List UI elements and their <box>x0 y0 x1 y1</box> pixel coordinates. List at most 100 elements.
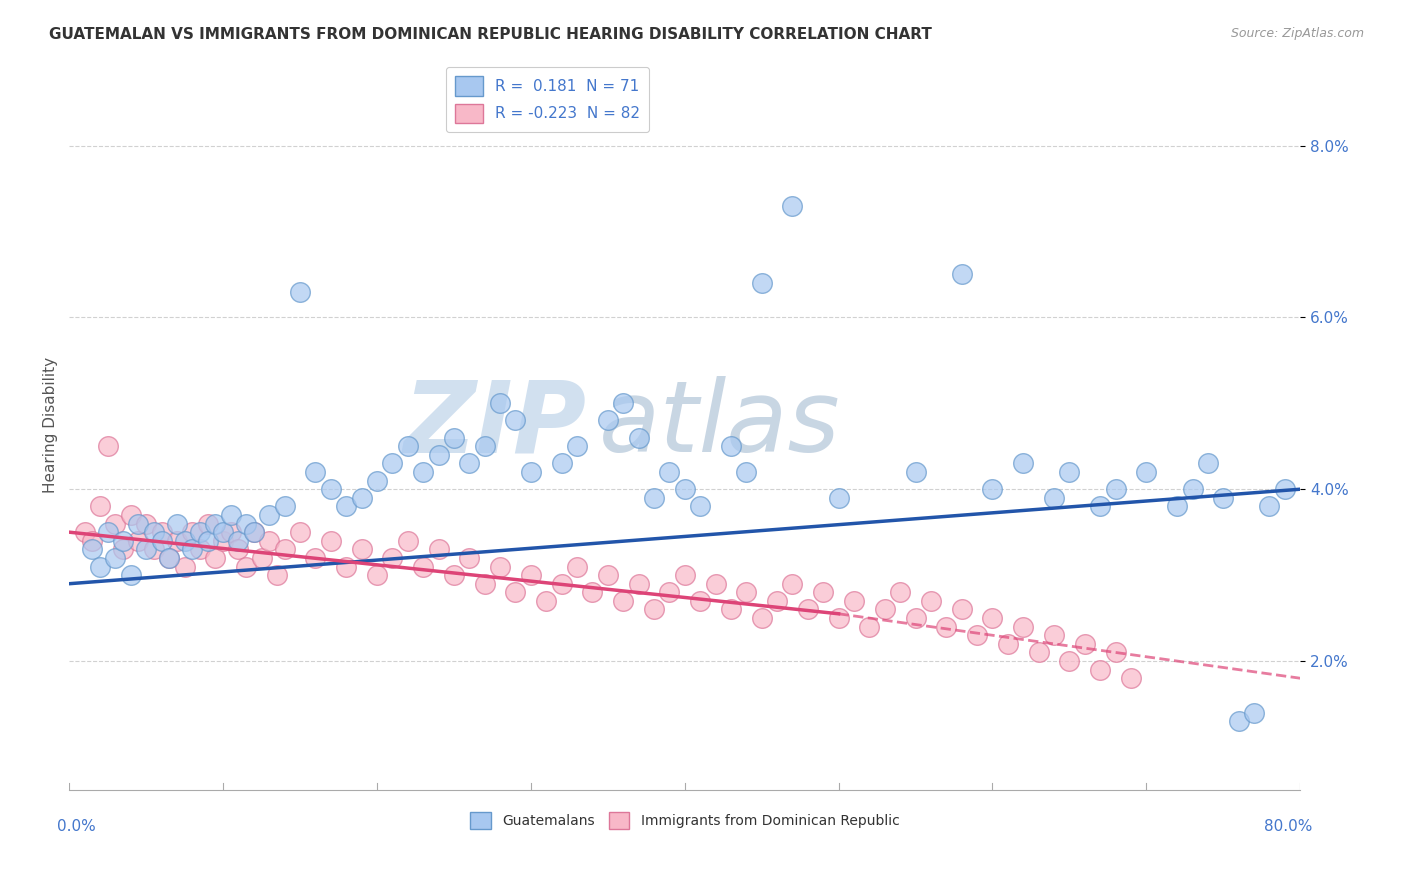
Text: ZIP: ZIP <box>404 376 586 474</box>
Point <box>304 465 326 479</box>
Point <box>319 482 342 496</box>
Point <box>827 491 849 505</box>
Point <box>904 465 927 479</box>
Point <box>1197 457 1219 471</box>
Y-axis label: Hearing Disability: Hearing Disability <box>44 357 58 492</box>
Point <box>735 465 758 479</box>
Point <box>1104 645 1126 659</box>
Point <box>112 533 135 548</box>
Point <box>766 594 789 608</box>
Point <box>259 508 281 522</box>
Point <box>873 602 896 616</box>
Point <box>157 550 180 565</box>
Point <box>73 525 96 540</box>
Point <box>489 396 512 410</box>
Point <box>350 491 373 505</box>
Point <box>1088 500 1111 514</box>
Point <box>212 533 235 548</box>
Point <box>82 542 104 557</box>
Point <box>204 550 226 565</box>
Point <box>120 568 142 582</box>
Point <box>142 525 165 540</box>
Point <box>904 611 927 625</box>
Point <box>550 576 572 591</box>
Point <box>97 525 120 540</box>
Point <box>1212 491 1234 505</box>
Point <box>188 525 211 540</box>
Point <box>166 516 188 531</box>
Point <box>643 602 665 616</box>
Point <box>1043 628 1066 642</box>
Point <box>565 559 588 574</box>
Point <box>243 525 266 540</box>
Point <box>813 585 835 599</box>
Point <box>120 508 142 522</box>
Point <box>127 533 149 548</box>
Point <box>751 276 773 290</box>
Point <box>981 482 1004 496</box>
Point <box>643 491 665 505</box>
Point <box>720 439 742 453</box>
Text: GUATEMALAN VS IMMIGRANTS FROM DOMINICAN REPUBLIC HEARING DISABILITY CORRELATION : GUATEMALAN VS IMMIGRANTS FROM DOMINICAN … <box>49 27 932 42</box>
Point <box>505 585 527 599</box>
Point <box>443 568 465 582</box>
Point <box>1028 645 1050 659</box>
Point <box>127 516 149 531</box>
Point <box>135 542 157 557</box>
Point <box>288 285 311 299</box>
Point <box>1135 465 1157 479</box>
Point <box>112 542 135 557</box>
Point <box>89 559 111 574</box>
Point <box>1059 654 1081 668</box>
Text: Source: ZipAtlas.com: Source: ZipAtlas.com <box>1230 27 1364 40</box>
Point <box>427 448 450 462</box>
Point <box>381 550 404 565</box>
Point <box>212 525 235 540</box>
Point <box>565 439 588 453</box>
Point <box>520 568 543 582</box>
Point <box>288 525 311 540</box>
Point <box>427 542 450 557</box>
Point <box>188 542 211 557</box>
Point <box>1227 714 1250 729</box>
Point <box>173 559 195 574</box>
Point <box>997 637 1019 651</box>
Point <box>1088 663 1111 677</box>
Point <box>204 516 226 531</box>
Point <box>627 576 650 591</box>
Point <box>250 550 273 565</box>
Point <box>489 559 512 574</box>
Point <box>304 550 326 565</box>
Point <box>350 542 373 557</box>
Point <box>1059 465 1081 479</box>
Point <box>797 602 820 616</box>
Point <box>412 559 434 574</box>
Point <box>335 500 357 514</box>
Point <box>782 199 804 213</box>
Point <box>1119 671 1142 685</box>
Point <box>827 611 849 625</box>
Legend: Guatemalans, Immigrants from Dominican Republic: Guatemalans, Immigrants from Dominican R… <box>464 806 905 834</box>
Point <box>366 474 388 488</box>
Point <box>228 533 250 548</box>
Point <box>396 533 419 548</box>
Point <box>273 542 295 557</box>
Point <box>219 508 242 522</box>
Point <box>1258 500 1281 514</box>
Point <box>150 525 173 540</box>
Point <box>150 533 173 548</box>
Point <box>505 413 527 427</box>
Point <box>735 585 758 599</box>
Point <box>197 516 219 531</box>
Point <box>396 439 419 453</box>
Text: atlas: atlas <box>599 376 841 474</box>
Point <box>273 500 295 514</box>
Point <box>782 576 804 591</box>
Point <box>858 620 880 634</box>
Point <box>173 533 195 548</box>
Point <box>235 559 257 574</box>
Point <box>335 559 357 574</box>
Point <box>181 542 204 557</box>
Point <box>458 550 481 565</box>
Point <box>104 550 127 565</box>
